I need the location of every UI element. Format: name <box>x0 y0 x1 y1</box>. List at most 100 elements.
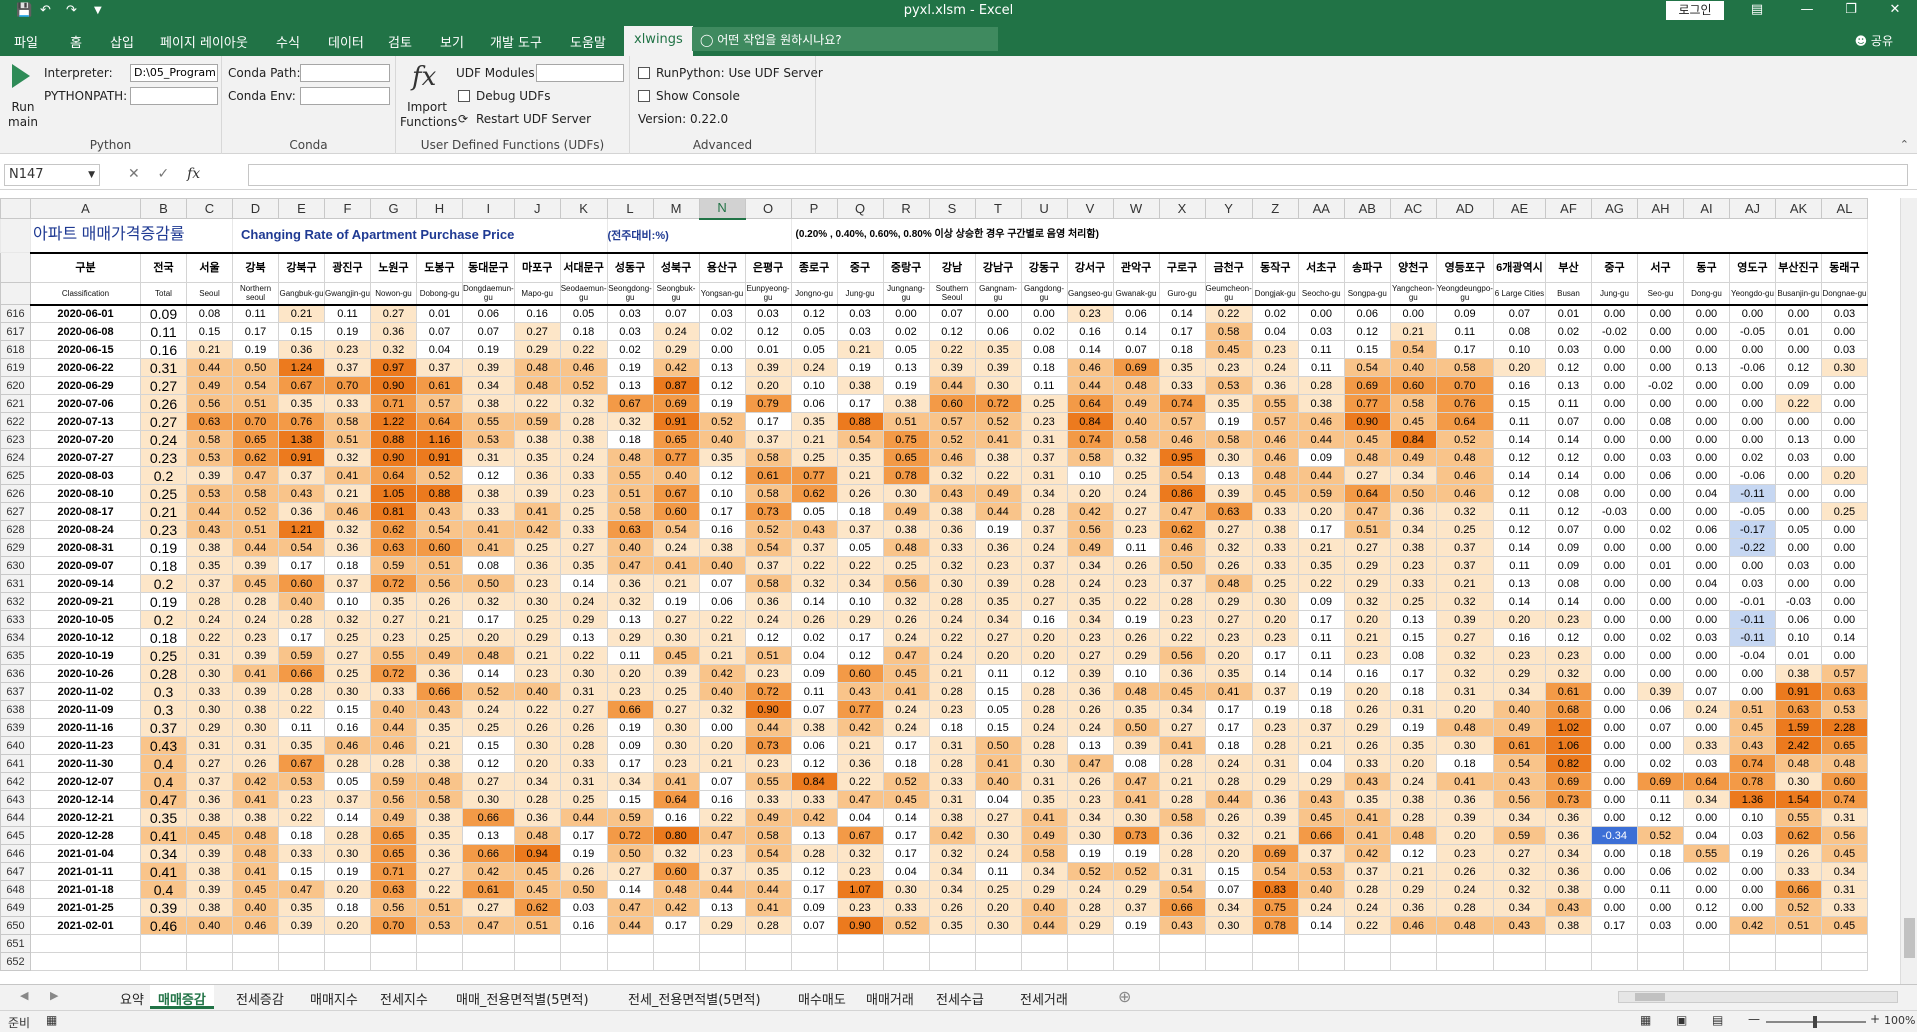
value-cell[interactable]: 0.54 <box>1251 862 1299 881</box>
value-cell[interactable]: 0.20 <box>1020 646 1068 665</box>
value-cell[interactable]: 0.00 <box>1590 358 1638 377</box>
value-cell[interactable]: 0.23 <box>513 664 561 683</box>
column-header[interactable]: AC <box>1389 198 1437 219</box>
value-cell[interactable]: 0.41 <box>232 862 279 881</box>
value-cell[interactable]: 0.59 <box>513 412 561 431</box>
empty-cell[interactable] <box>278 952 325 971</box>
tab-insert[interactable]: 삽입 <box>110 36 134 51</box>
value-cell[interactable]: 0.12 <box>836 646 884 665</box>
value-cell[interactable]: 0.15 <box>186 322 233 341</box>
date-cell[interactable]: 2020-09-21 <box>30 592 141 611</box>
value-cell[interactable]: 1.38 <box>278 430 325 449</box>
row-header[interactable]: 640 <box>0 736 31 755</box>
header-cell-kr[interactable]: 강서구 <box>1066 252 1114 283</box>
value-cell[interactable]: 0.44 <box>232 538 279 557</box>
value-cell[interactable]: 0.44 <box>559 808 608 827</box>
value-cell[interactable]: 0.26 <box>882 610 930 629</box>
header-cell-en[interactable]: Dong-gu <box>1682 282 1730 306</box>
row-header[interactable]: 652 <box>0 952 31 971</box>
insert-function-icon[interactable]: fx <box>187 166 201 182</box>
value-cell[interactable]: 0.40 <box>698 556 746 575</box>
value-cell[interactable]: 0.24 <box>1682 700 1730 719</box>
header-cell-kr[interactable]: 노원구 <box>370 252 417 283</box>
value-cell[interactable]: -0.02 <box>1636 376 1684 395</box>
value-cell[interactable]: 0.28 <box>928 754 976 773</box>
value-cell[interactable]: 0.27 <box>1343 538 1391 557</box>
value-cell[interactable]: 0.30 <box>652 736 700 755</box>
value-cell[interactable]: 0.09 <box>1774 376 1822 395</box>
value-cell[interactable]: 0.60 <box>652 502 700 521</box>
value-cell[interactable]: 0.47 <box>140 790 187 809</box>
value-cell[interactable]: 0.06 <box>790 736 838 755</box>
zoom-out-icon[interactable]: — <box>1748 1012 1760 1026</box>
value-cell[interactable]: 0.54 <box>278 538 325 557</box>
value-cell[interactable]: 0.03 <box>1636 916 1684 935</box>
value-cell[interactable]: 0.27 <box>1204 610 1253 629</box>
value-cell[interactable]: 0.28 <box>278 682 325 701</box>
value-cell[interactable]: 0.51 <box>513 916 561 935</box>
value-cell[interactable]: 0.23 <box>140 520 187 539</box>
sheet-tab[interactable]: 요약 <box>120 993 144 1008</box>
value-cell[interactable]: 0.00 <box>1590 790 1638 809</box>
value-cell[interactable]: 0.13 <box>1544 376 1592 395</box>
value-cell[interactable]: 0.04 <box>1297 754 1345 773</box>
value-cell[interactable]: 0.37 <box>140 718 187 737</box>
date-cell[interactable]: 2020-10-19 <box>30 646 141 665</box>
value-cell[interactable]: 0.06 <box>1774 610 1822 629</box>
value-cell[interactable]: 0.05 <box>882 340 930 359</box>
value-cell[interactable]: 0.27 <box>1492 844 1546 863</box>
value-cell[interactable]: -0.34 <box>1590 826 1638 845</box>
tab-xlwings[interactable]: xlwings <box>624 26 693 56</box>
value-cell[interactable]: 0.50 <box>974 736 1022 755</box>
value-cell[interactable]: 0.56 <box>370 790 417 809</box>
value-cell[interactable]: 0.28 <box>278 610 325 629</box>
value-cell[interactable]: 0.64 <box>1682 772 1730 791</box>
value-cell[interactable]: 0.69 <box>1251 844 1299 863</box>
empty-cell[interactable] <box>1728 952 1776 971</box>
value-cell[interactable]: 0.45 <box>652 646 700 665</box>
value-cell[interactable]: 0.33 <box>462 502 515 521</box>
header-cell-kr[interactable]: 중구 <box>836 252 884 283</box>
value-cell[interactable]: 0.19 <box>1389 718 1437 737</box>
value-cell[interactable]: 0.54 <box>232 376 279 395</box>
value-cell[interactable]: 0.66 <box>462 844 515 863</box>
value-cell[interactable]: 0.2 <box>140 574 187 593</box>
value-cell[interactable]: 0.23 <box>559 484 608 503</box>
value-cell[interactable]: 0.28 <box>1158 790 1206 809</box>
value-cell[interactable]: 1.05 <box>370 484 417 503</box>
value-cell[interactable]: 0.06 <box>1682 520 1730 539</box>
value-cell[interactable]: 0.47 <box>1343 502 1391 521</box>
value-cell[interactable]: 1.36 <box>1728 790 1776 809</box>
value-cell[interactable]: 0.13 <box>606 610 654 629</box>
share-button[interactable]: ☻ 공유 <box>1855 32 1893 49</box>
tab-formulas[interactable]: 수식 <box>276 36 300 51</box>
value-cell[interactable]: 0.03 <box>1774 556 1822 575</box>
value-cell[interactable]: 0.13 <box>790 826 838 845</box>
value-cell[interactable]: 0.65 <box>882 448 930 467</box>
value-cell[interactable]: 0.16 <box>559 916 608 935</box>
value-cell[interactable]: 0.03 <box>1682 628 1730 647</box>
sheet-tab[interactable]: 전세_전용면적별(5면적) <box>628 993 761 1008</box>
value-cell[interactable]: 0.18 <box>606 430 654 449</box>
column-header[interactable]: U <box>1020 198 1068 219</box>
value-cell[interactable]: 0.04 <box>790 646 838 665</box>
value-cell[interactable]: 0.45 <box>1820 916 1868 935</box>
row-header[interactable]: 626 <box>0 484 31 503</box>
value-cell[interactable]: 0.18 <box>1297 700 1345 719</box>
value-cell[interactable]: 0.24 <box>1389 772 1437 791</box>
header-cell-en[interactable]: Dobong-gu <box>416 282 463 306</box>
value-cell[interactable]: 0.00 <box>1590 448 1638 467</box>
value-cell[interactable]: 0.19 <box>606 358 654 377</box>
value-cell[interactable]: 0.11 <box>1435 322 1494 341</box>
value-cell[interactable]: 0.51 <box>1343 520 1391 539</box>
value-cell[interactable]: 0.88 <box>416 484 463 503</box>
value-cell[interactable]: 0.17 <box>882 826 930 845</box>
value-cell[interactable]: 0.32 <box>882 592 930 611</box>
empty-cell[interactable] <box>1204 952 1253 971</box>
value-cell[interactable]: 0.44 <box>1020 916 1068 935</box>
value-cell[interactable]: 0.54 <box>1343 358 1391 377</box>
value-cell[interactable]: 1.07 <box>836 880 884 899</box>
empty-cell[interactable] <box>324 952 371 971</box>
value-cell[interactable]: 0.26 <box>513 718 561 737</box>
value-cell[interactable]: 0.83 <box>1251 880 1299 899</box>
